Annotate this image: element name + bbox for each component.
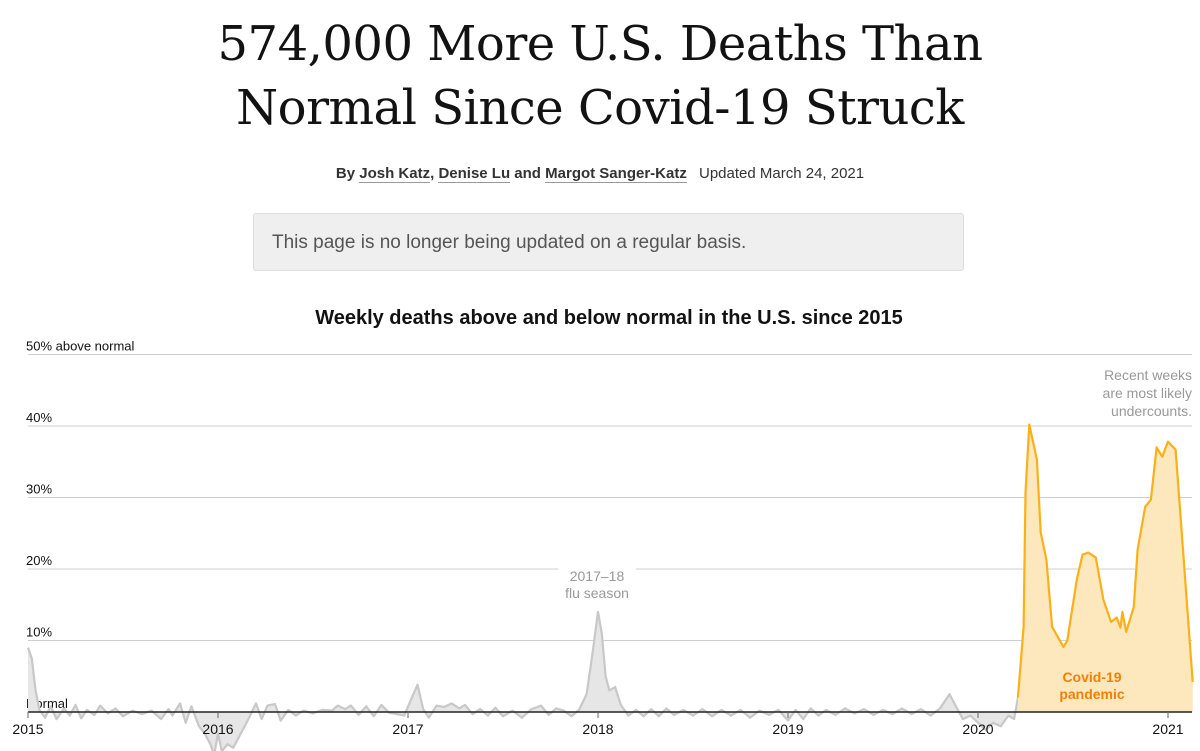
x-tick-label: 2015: [12, 721, 43, 737]
covid-area: [1017, 424, 1193, 712]
x-tick-label: 2018: [582, 721, 613, 737]
headline-line-1: 574,000 More U.S. Deaths Than: [217, 16, 983, 72]
x-tick-label: 2020: [962, 721, 993, 737]
x-tick-label: 2017: [392, 721, 423, 737]
flu-annotation: flu season: [565, 585, 629, 601]
y-tick-label: 50% above normal: [26, 339, 135, 354]
covid-annotation: Covid-19: [1062, 669, 1121, 685]
recent-weeks-annotation: Recent weeks: [1104, 367, 1192, 383]
chart-title: Weekly deaths above and below normal in …: [315, 307, 903, 329]
x-tick-label: 2019: [772, 721, 803, 737]
updated-date: Updated March 24, 2021: [699, 165, 865, 182]
x-tick-label: 2016: [202, 721, 233, 737]
covid-line: [1016, 423, 1194, 698]
y-tick-label: 30%: [26, 482, 52, 497]
author-link[interactable]: Josh Katz: [359, 165, 431, 183]
y-tick-label: 20%: [26, 553, 52, 568]
headline: 574,000 More U.S. Deaths Than Normal Sin…: [0, 12, 1200, 140]
notice-box: This page is no longer being updated on …: [253, 213, 964, 271]
normal-area: [28, 611, 1018, 751]
byline: By Josh Katz, Denise Lu and Margot Sange…: [0, 165, 1200, 183]
y-tick-label: 10%: [26, 625, 52, 640]
author-link[interactable]: Margot Sanger-Katz: [545, 165, 687, 183]
flu-annotation: 2017–18: [570, 568, 625, 584]
author-link[interactable]: Denise Lu: [438, 165, 511, 183]
byline-by: By: [335, 165, 356, 182]
covid-annotation: pandemic: [1059, 686, 1125, 702]
byline-sep: ,: [430, 165, 435, 182]
recent-weeks-annotation: are most likely: [1103, 385, 1192, 401]
y-tick-label: 40%: [26, 410, 52, 425]
normal-line: [26, 610, 1019, 751]
x-tick-label: 2021: [1152, 721, 1183, 737]
byline-and: and: [514, 165, 541, 182]
flu-label-bg: [558, 565, 636, 603]
headline-line-2: Normal Since Covid-19 Struck: [236, 80, 964, 136]
recent-weeks-annotation: undercounts.: [1111, 403, 1192, 419]
